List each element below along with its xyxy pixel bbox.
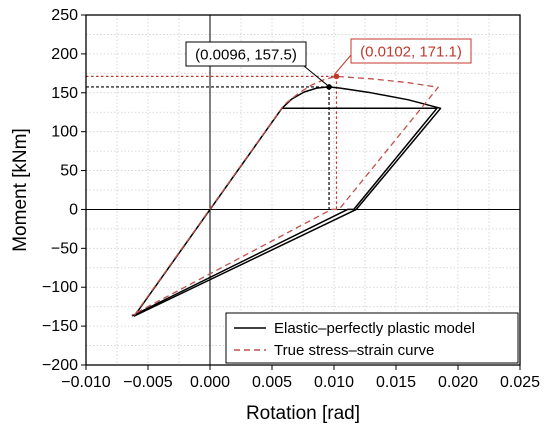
annotation-text: (0.0102, 171.1) [360,44,462,61]
x-tick-label: 0.025 [500,374,540,391]
series-lines [131,75,442,317]
guide-lines [86,75,338,210]
y-tick-label: −50 [51,240,78,257]
y-tick-label: 150 [51,85,78,102]
annotation-arrow [303,65,328,86]
y-tick-label: 100 [51,124,78,141]
annotation-1: (0.0096, 157.5) [185,41,328,86]
x-tick-label: 0.000 [190,374,230,391]
y-axis-title: Moment [kNm] [10,128,31,252]
legend-box [225,312,519,364]
point-markers [326,73,340,90]
series-line-2 [131,75,439,316]
peak-marker [333,73,340,80]
y-tick-label: −150 [42,318,78,335]
y-tick-label: 200 [51,46,78,63]
x-tick-label: 0.005 [252,374,292,391]
x-axis-ticks: −0.010 −0.005 0.000 0.005 0.010 0.015 0.020 0.0… [61,365,540,391]
y-tick-label: −200 [42,357,78,374]
y-axis-ticks: −200 −150 −100 −50 0 50 100 150 200 250 [42,7,86,374]
y-tick-label: 50 [60,163,78,180]
zero-axes [86,15,520,365]
x-tick-label: 0.015 [376,374,416,391]
y-tick-label: 250 [51,7,78,24]
peak-marker [326,84,332,90]
x-axis-title: Rotation [rad] [246,403,360,424]
annotation-box [350,38,472,64]
x-tick-label: 0.010 [314,374,354,391]
y-tick-label: −100 [42,279,78,296]
annotation-text: (0.0096, 157.5) [195,47,297,64]
x-tick-label: −0.005 [123,374,172,391]
y-tick-label: 0 [69,201,78,218]
annotation-box [185,41,307,67]
legend-label: Elastic–perfectly plastic model [274,320,475,337]
series-line-1 [131,86,442,317]
legend-label: True stress–strain curve [274,342,434,359]
plot-frame [85,14,521,366]
annotations: (0.0096, 157.5) (0.0102, 171.1) [185,38,472,86]
legend: Elastic–perfectly plastic model True stre… [225,312,519,364]
x-tick-label: −0.010 [61,374,110,391]
x-tick-label: 0.020 [438,374,478,391]
annotation-2: (0.0102, 171.1) [334,38,472,75]
annotation-arrow [334,54,352,75]
